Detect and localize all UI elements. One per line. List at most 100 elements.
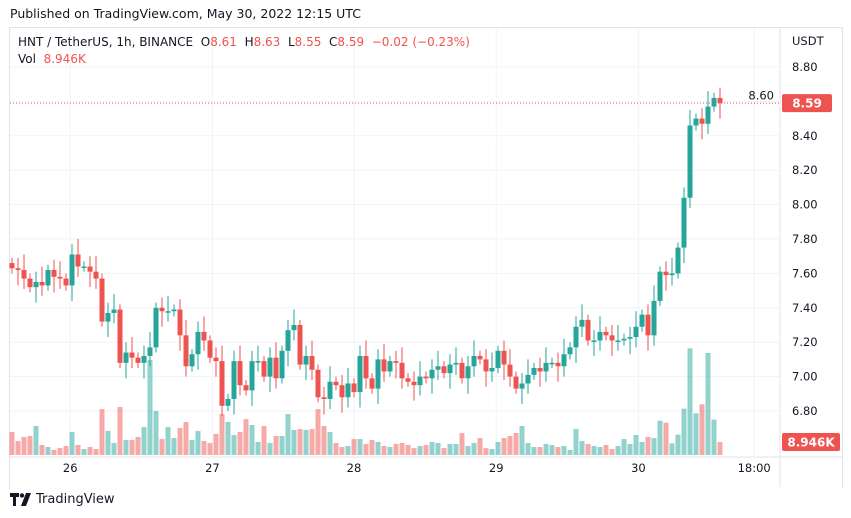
candle [9, 257, 15, 274]
candle-body [267, 357, 273, 377]
candle [591, 330, 597, 356]
published-note: Published on TradingView.com, May 30, 20… [10, 6, 361, 21]
candle [519, 373, 525, 405]
candle [561, 338, 567, 377]
volume-bar [435, 442, 441, 455]
candle [303, 345, 309, 381]
candle-body [693, 118, 699, 126]
last-volume-text: 8.946K [787, 436, 835, 450]
candle-body [351, 383, 357, 393]
candle-body [609, 335, 615, 341]
volume-bar [345, 446, 351, 455]
volume-bar [567, 449, 573, 455]
y-tick-label: 7.00 [792, 370, 818, 384]
candle-body [435, 366, 441, 370]
candle-body [483, 359, 489, 372]
currency-label: USDT [792, 34, 825, 48]
x-tick-label: 26 [63, 461, 78, 475]
candle [111, 294, 117, 324]
candle [687, 110, 693, 209]
volume-bar [441, 448, 447, 455]
volume-bar [261, 426, 267, 455]
y-tick-label: 8.00 [792, 198, 818, 212]
volume-bar [591, 446, 597, 455]
candle-body [189, 354, 195, 367]
volume-bar [675, 434, 681, 455]
ohlc-row: HNT / TetherUS, 1h, BINANCE O8.61 H8.63 … [18, 34, 470, 51]
open-value: 8.61 [210, 35, 237, 49]
candle-body [135, 357, 141, 363]
candle-body [489, 368, 495, 372]
candle [357, 345, 363, 408]
candle-body [297, 325, 303, 365]
candle-body [117, 309, 123, 363]
candle-body [513, 376, 519, 389]
candle-body [93, 271, 99, 279]
volume-bar [231, 435, 237, 455]
tradingview-logo[interactable]: TradingView [10, 492, 115, 507]
candle-body [567, 347, 573, 355]
candle [399, 347, 405, 389]
candle-body [531, 368, 537, 375]
candle-body [273, 357, 279, 379]
candle [27, 273, 33, 293]
open-label: O [200, 35, 211, 49]
candle-body [561, 354, 567, 367]
candle-body [231, 361, 237, 399]
volume-bar [639, 441, 645, 455]
volume-bar [291, 429, 297, 455]
candle [387, 355, 393, 377]
volume-bar [255, 441, 261, 455]
candle-body [537, 368, 543, 372]
volume-bar [333, 442, 339, 455]
candle-body [339, 385, 345, 398]
candle [423, 371, 429, 384]
volume-bar [327, 431, 333, 455]
volume-bar [711, 419, 717, 455]
volume-row: Vol 8.946K [18, 51, 470, 68]
volume-bar [399, 442, 405, 455]
candle [507, 349, 513, 387]
candle [675, 242, 681, 279]
candle [15, 257, 21, 286]
last-volume-badge [782, 433, 840, 452]
volume-bar [369, 439, 375, 455]
candle [153, 302, 159, 353]
candle [219, 345, 225, 417]
candle [483, 349, 489, 387]
candle-body [159, 307, 165, 312]
candle [537, 357, 543, 387]
candle-body [81, 266, 87, 269]
volume-bar [99, 409, 105, 455]
volume-bar [189, 439, 195, 455]
candle-body [57, 276, 63, 279]
volume-bar [297, 429, 303, 455]
candle [285, 319, 291, 367]
x-tick-label: 28 [347, 461, 362, 475]
candle [453, 347, 459, 375]
y-tick-label: 8.20 [792, 163, 818, 177]
candle [57, 261, 63, 289]
candle [291, 309, 297, 341]
volume-bar [285, 413, 291, 455]
y-tick-label: 7.40 [792, 301, 818, 315]
volume-bar [315, 409, 321, 455]
vol-label: Vol [18, 52, 36, 66]
y-tick-label: 8.40 [792, 129, 818, 143]
volume-bar [183, 421, 189, 455]
candle [711, 92, 717, 112]
volume-bar [633, 435, 639, 455]
candle [195, 321, 201, 370]
symbol-info[interactable]: HNT / TetherUS, 1h, BINANCE [18, 35, 194, 49]
candle [123, 342, 129, 379]
candle-body [21, 269, 27, 279]
candle [633, 311, 639, 348]
candle-body [597, 331, 603, 341]
candle [105, 302, 111, 338]
candle [327, 366, 333, 410]
candle-body [639, 314, 645, 327]
volume-bar [237, 431, 243, 455]
volume-bar [507, 436, 513, 455]
candle-body [663, 271, 669, 276]
